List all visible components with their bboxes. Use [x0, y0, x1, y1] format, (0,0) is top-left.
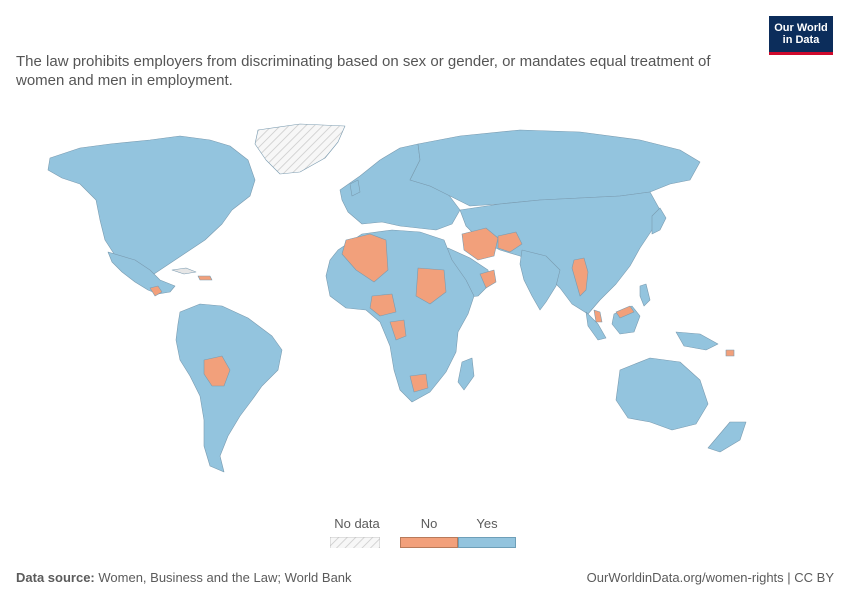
mexico-region	[107, 251, 176, 295]
legend-label-no: No	[420, 516, 438, 531]
russia-region	[409, 129, 701, 207]
bolivia-region	[203, 355, 231, 387]
iran-region	[461, 227, 499, 261]
australia-region	[615, 357, 709, 431]
greenland-region	[254, 123, 346, 175]
legend-item-yes[interactable]: Yes	[458, 516, 516, 548]
legend-swatch-nodata	[330, 537, 380, 548]
map-legend: No data No Yes	[330, 516, 530, 552]
data-source: Data source: Women, Business and the Law…	[16, 570, 352, 585]
legend-label-yes: Yes	[476, 516, 498, 531]
chart-subtitle: The law prohibits employers from discrim…	[16, 53, 711, 89]
algeria-region	[341, 233, 389, 283]
world-map[interactable]	[0, 100, 850, 500]
oman-region	[479, 269, 497, 289]
guatemala-region	[149, 285, 163, 297]
legend-label-nodata: No data	[334, 516, 380, 531]
new-zealand-region	[707, 421, 747, 453]
uk-region	[349, 179, 361, 197]
malaysia-region	[593, 309, 603, 323]
hispaniola-region	[197, 275, 213, 281]
niger-region	[369, 293, 397, 317]
world-map-svg	[47, 123, 747, 473]
owid-url[interactable]: OurWorldinData.org/women-rights | CC BY	[586, 570, 834, 585]
owid-logo[interactable]: Our World in Data	[769, 16, 833, 55]
congo-region	[389, 319, 407, 341]
sudan-region	[415, 267, 447, 305]
east-malaysia-region	[615, 305, 635, 319]
north-america-region	[47, 135, 256, 279]
afghanistan-region	[497, 231, 523, 253]
japan-region	[651, 207, 667, 235]
logo-line-1: Our World	[774, 22, 828, 34]
india-region	[519, 249, 561, 311]
legend-swatch-yes	[458, 537, 516, 548]
asia-region	[459, 191, 661, 315]
solomon-islands-region	[725, 349, 735, 357]
data-source-label: Data source:	[16, 570, 95, 585]
madagascar-region	[457, 357, 475, 391]
data-source-text[interactable]: Women, Business and the Law; World Bank	[98, 570, 352, 585]
philippines-region	[639, 283, 651, 307]
myanmar-region	[571, 257, 589, 297]
logo-line-2: in Data	[782, 34, 820, 46]
south-america-region	[175, 303, 283, 473]
legend-item-no[interactable]: No	[400, 516, 458, 548]
legend-item-nodata[interactable]: No data	[330, 516, 384, 548]
legend-swatch-no	[400, 537, 458, 548]
new-guinea-region	[675, 331, 719, 351]
zimbabwe-region	[409, 373, 429, 393]
cuba-region	[171, 267, 197, 275]
